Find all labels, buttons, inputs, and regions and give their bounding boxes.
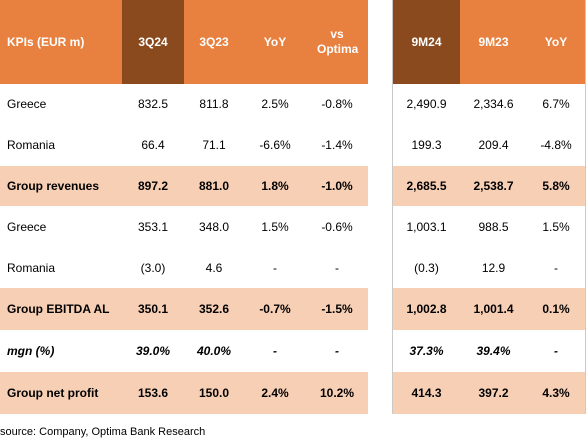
cell-yoy-quarter: 1.8%	[244, 166, 306, 206]
cell-9m23: 39.4%	[476, 344, 511, 358]
row-label: Romania	[7, 261, 56, 275]
cell-3q24: (3.0)	[140, 261, 166, 275]
table-row: Greece 353.1 348.0 1.5% -0.6% 1,003.1 98…	[0, 206, 588, 248]
cell-yoy-nine-months: 0.1%	[527, 288, 585, 330]
cell-vs-optima: -	[335, 344, 339, 358]
cell-9m23: 397.2	[460, 372, 527, 414]
table-row: Romania (3.0) 4.6 - - (0.3) 12.9 -	[0, 248, 588, 288]
cell-vs-optima: -0.8%	[321, 97, 353, 111]
table-row: Greece 832.5 811.8 2.5% -0.8% 2,490.9 2,…	[0, 84, 588, 124]
header-3q23: 3Q23	[184, 0, 244, 84]
cell-9m24: 37.3%	[409, 344, 444, 358]
cell-3q23: 71.1	[202, 138, 226, 152]
cell-3q23: 352.6	[184, 288, 244, 330]
cell-9m23: 2,538.7	[460, 166, 527, 206]
cell-9m24: 414.3	[393, 372, 460, 414]
row-label: Greece	[7, 220, 47, 234]
column-divider	[392, 0, 393, 414]
cell-3q24: 39.0%	[135, 344, 171, 358]
cell-vs-optima: -0.6%	[321, 220, 353, 234]
cell-yoy-quarter: 2.5%	[261, 97, 289, 111]
cell-vs-optima: 10.2%	[306, 372, 368, 414]
cell-yoy-nine-months: -4.8%	[540, 138, 572, 152]
cell-9m23: 2,334.6	[473, 97, 514, 111]
cell-yoy-nine-months: 4.3%	[527, 372, 585, 414]
cell-3q23: 348.0	[198, 220, 230, 234]
row-label: Romania	[7, 138, 56, 152]
table-header-row: KPIs (EUR m) 3Q24 3Q23 YoY vs Optima 9M2…	[0, 0, 588, 84]
cell-yoy-nine-months: 5.8%	[527, 166, 585, 206]
row-label: Group net profit	[0, 372, 122, 414]
cell-3q23: 40.0%	[196, 344, 232, 358]
header-3q24: 3Q24	[122, 0, 184, 84]
cell-3q23: 4.6	[205, 261, 223, 275]
table-row-margin: mgn (%) 39.0% 40.0% - - 37.3% 39.4% -	[0, 330, 588, 372]
cell-vs-optima: -1.0%	[306, 166, 368, 206]
cell-9m24: (0.3)	[414, 261, 439, 275]
cell-yoy-quarter: -0.7%	[244, 288, 306, 330]
header-yoy-nine-months: YoY	[527, 0, 585, 84]
cell-3q24: 832.5	[137, 97, 169, 111]
row-label: Group EBITDA AL	[0, 288, 122, 330]
row-label: Greece	[7, 97, 47, 111]
header-label: KPIs (EUR m)	[0, 0, 122, 84]
cell-9m23: 209.4	[478, 138, 509, 152]
cell-9m23: 12.9	[481, 261, 506, 275]
cell-yoy-quarter: 2.4%	[244, 372, 306, 414]
cell-yoy-quarter: -	[273, 344, 277, 358]
cell-3q23: 811.8	[199, 97, 229, 111]
cell-vs-optima: -1.4%	[321, 138, 353, 152]
table-row-total: Group EBITDA AL 350.1 352.6 -0.7% -1.5% …	[0, 288, 588, 330]
row-label: Group revenues	[0, 166, 122, 206]
row-label: mgn (%)	[7, 344, 55, 358]
cell-9m24: 2,685.5	[393, 166, 460, 206]
cell-9m24: 1,002.8	[393, 288, 460, 330]
cell-yoy-quarter: -	[273, 261, 277, 275]
cell-3q24: 353.1	[137, 220, 169, 234]
cell-3q24: 153.6	[122, 372, 184, 414]
cell-3q23: 881.0	[184, 166, 244, 206]
cell-3q23: 150.0	[184, 372, 244, 414]
cell-vs-optima: -	[335, 261, 339, 275]
cell-yoy-quarter: 1.5%	[261, 220, 289, 234]
cell-yoy-nine-months: -	[554, 261, 558, 275]
header-yoy-quarter: YoY	[244, 0, 306, 84]
header-9m23: 9M23	[460, 0, 527, 84]
cell-3q24: 66.4	[141, 138, 165, 152]
cell-9m24: 199.3	[411, 138, 442, 152]
header-vs-optima: vs Optima	[306, 0, 368, 84]
cell-yoy-nine-months: -	[554, 344, 558, 358]
column-gap	[368, 0, 393, 414]
table-row: Romania 66.4 71.1 -6.6% -1.4% 199.3 209.…	[0, 124, 588, 166]
cell-yoy-quarter: -6.6%	[259, 138, 291, 152]
right-border	[585, 0, 586, 414]
cell-yoy-nine-months: 1.5%	[542, 220, 570, 234]
cell-9m23: 1,001.4	[460, 288, 527, 330]
cell-3q24: 897.2	[122, 166, 184, 206]
table-row-total: Group net profit 153.6 150.0 2.4% 10.2% …	[0, 372, 588, 414]
table-row-total: Group revenues 897.2 881.0 1.8% -1.0% 2,…	[0, 166, 588, 206]
cell-9m24: 1,003.1	[406, 220, 447, 234]
header-9m24: 9M24	[393, 0, 460, 84]
header-vs-optima-text: vs Optima	[317, 27, 359, 56]
cell-9m23: 988.5	[478, 220, 509, 234]
cell-yoy-nine-months: 6.7%	[542, 97, 570, 111]
cell-9m24: 2,490.9	[406, 97, 447, 111]
cell-3q24: 350.1	[122, 288, 184, 330]
cell-vs-optima: -1.5%	[306, 288, 368, 330]
source-note: source: Company, Optima Bank Research	[0, 426, 206, 438]
